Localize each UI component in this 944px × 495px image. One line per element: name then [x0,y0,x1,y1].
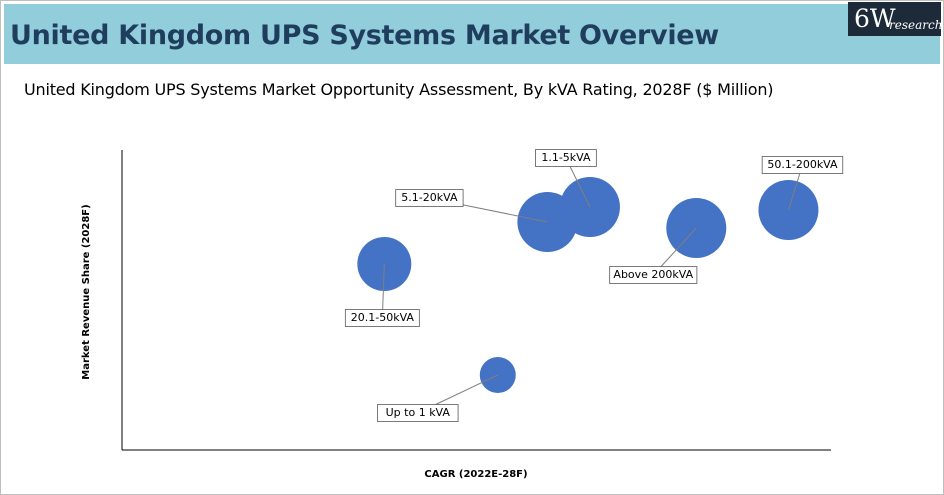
data-label-1-1-5kva: 1.1-5kVA [541,151,591,164]
chart-title: United Kingdom UPS Systems Market Opport… [24,80,774,99]
logo-sub-text: research [889,18,943,32]
leader-line-1-1-5kva [569,166,591,208]
leader-line-5-1-20kva [463,204,548,223]
header-banner: United Kingdom UPS Systems Market Overvi… [4,4,940,64]
label-box-1-1-5kva [535,149,597,167]
logo-main-text: 6W [854,4,896,33]
y-axis-label: Market Revenue Share (2028F) [81,204,92,379]
page-title: United Kingdom UPS Systems Market Overvi… [10,20,719,51]
data-label-above-200kva: Above 200kVA [613,268,693,281]
leader-line-20-1-50kva [382,263,385,310]
data-label-up-to-1-kva: Up to 1 kVA [386,406,451,419]
data-label-20-1-50kva: 20.1-50kVA [351,311,415,324]
label-box-up-to-1-kva [377,404,459,422]
bubble-up-to-1-kva [479,357,516,393]
leader-line-above-200kva [660,227,697,267]
data-label-5-1-20kva: 5.1-20kVA [401,191,458,204]
label-box-above-200kva [609,266,698,284]
leader-line-up-to-1-kva [435,374,498,405]
label-box-50-1-200kva [761,156,844,174]
bubble-layer: Up to 1 kVA 20.1-50kVA 5.1-20kVA 1.1-5kVA Ab… [344,149,844,422]
data-label-50-1-200kva: 50.1-200kVA [767,158,838,171]
x-axis-label: CAGR (2022E-28F) [424,469,527,480]
company-logo: 6W research [848,2,943,36]
label-box-5-1-20kva [395,189,464,207]
leader-line-50-1-200kva [787,173,801,211]
label-box-20-1-50kva [344,309,420,327]
